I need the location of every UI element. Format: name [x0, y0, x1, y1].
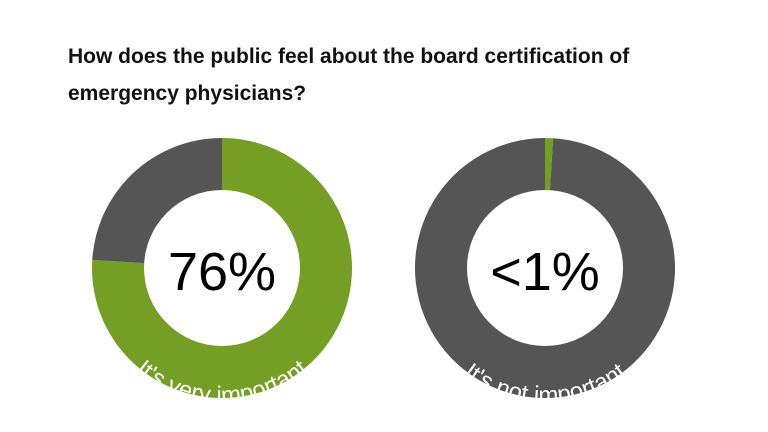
donut-chart-1: 76% It's very important [92, 138, 352, 409]
donut-1-percentage: 76% [168, 242, 276, 302]
donut-chart-2: <1% It's not important [415, 138, 675, 409]
donut-1-hole [144, 190, 300, 346]
donut-2-percentage: <1% [490, 242, 600, 302]
donut-2-hole [467, 190, 623, 346]
chart-title: How does the public feel about the board… [68, 45, 630, 105]
